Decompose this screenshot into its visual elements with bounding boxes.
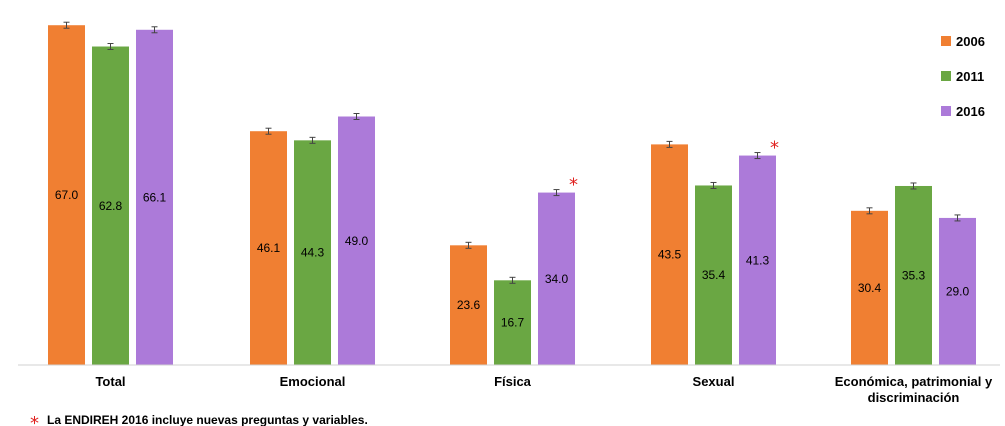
value-label-2016-2: 34.0 [545,272,569,286]
value-label-2011-3: 35.4 [702,268,726,282]
legend-swatch-2016 [941,106,951,116]
bar-2016-2 [538,192,575,365]
category-label-4: Económica, patrimonial y discriminación [835,374,993,405]
asterisk-2016-2: * [569,175,578,196]
value-label-2006-2: 23.6 [457,298,481,312]
error-bar-2006-0 [63,21,70,29]
value-label-2016-1: 49.0 [345,234,369,248]
footnote: * La ENDIREH 2016 incluye nuevas pregunt… [30,413,368,426]
value-label-2016-4: 29.0 [946,284,970,298]
value-label-2006-1: 46.1 [257,241,281,255]
value-label-2006-0: 67.0 [55,188,79,202]
category-label-2: Física [494,374,532,389]
bar-2011-2 [494,280,531,365]
error-bar-2016-4 [954,214,961,222]
bar-2016-1 [338,116,375,365]
legend-label-2011: 2011 [956,69,984,84]
footnote-asterisk: * [30,413,39,426]
value-label-2016-0: 66.1 [143,190,167,204]
legend: 2006 2011 2016 [941,34,985,119]
bar-2011-3 [695,185,732,365]
footnote-text: La ENDIREH 2016 incluye nuevas preguntas… [47,413,368,426]
bar-2006-1 [250,131,287,365]
value-label-2006-4: 30.4 [858,281,882,295]
value-label-2011-1: 44.3 [301,246,325,260]
bar-2006-3 [651,144,688,365]
error-bar-2016-2 [553,189,560,197]
value-label-2011-0: 62.8 [99,199,123,213]
error-bar-2006-1 [265,127,272,135]
legend-swatch-2006 [941,36,951,46]
category-label-0: Total [95,374,125,389]
bar-2006-0 [48,25,85,365]
bar-2006-4 [851,210,888,365]
error-bar-2016-3 [754,152,761,160]
error-bar-2011-4 [910,182,917,190]
error-bar-2006-3 [666,140,673,148]
error-bar-2011-1 [309,136,316,144]
error-bar-2011-3 [710,181,717,189]
bar-2016-0 [136,29,173,366]
category-label-1: Emocional [280,374,346,389]
error-bar-2011-2 [509,276,516,284]
error-bar-2011-0 [107,43,114,51]
asterisk-2016-3: * [770,138,779,159]
bar-2006-2 [450,245,487,365]
error-bar-2016-0 [151,26,158,34]
value-label-2011-4: 35.3 [902,268,926,282]
bar-2011-1 [294,140,331,365]
bars-layer: 67.0 46.1 23.6 43.5 30.4 62.8 44.3 16.7 35.4 35.3… [48,21,976,366]
bar-2011-0 [92,46,129,366]
error-bar-2006-2 [465,241,472,249]
legend-label-2006: 2006 [956,34,985,49]
bar-2016-3 [739,155,776,365]
bar-2016-4 [939,217,976,365]
value-label-2016-3: 41.3 [746,253,770,267]
value-label-2011-2: 16.7 [501,316,525,330]
legend-label-2016: 2016 [956,104,985,119]
value-label-2006-3: 43.5 [658,248,682,262]
legend-swatch-2011 [941,71,951,81]
bar-2011-4 [895,185,932,365]
category-label-3: Sexual [693,374,735,389]
category-labels: Total Emocional Física Sexual Económica, pat… [95,374,993,405]
error-bar-2006-4 [866,207,873,215]
error-bar-2016-1 [353,113,360,120]
